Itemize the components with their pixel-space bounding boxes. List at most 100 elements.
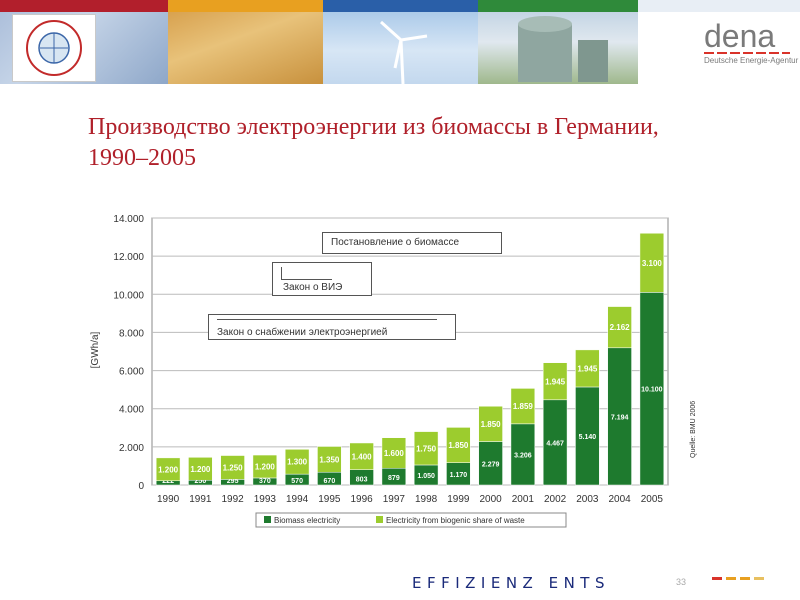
annotation-renewable-energy-act: Закон о ВИЭ [272, 262, 372, 296]
data-label: 1.350 [319, 455, 340, 464]
data-label: 1.850 [481, 420, 502, 429]
x-tick-label: 1993 [254, 494, 277, 505]
data-label: 1.300 [287, 458, 308, 467]
x-tick-label: 2001 [512, 494, 535, 505]
data-label: 1.200 [255, 463, 276, 472]
bar-waste [252, 454, 278, 479]
x-tick-label: 1999 [447, 494, 470, 505]
brand-name: dena [704, 18, 776, 54]
y-tick-label: 12.000 [113, 252, 144, 263]
data-label: 1.250 [223, 463, 244, 472]
x-tick-label: 1996 [351, 494, 374, 505]
banner-image-fields [168, 0, 323, 84]
x-tick-label: 2003 [576, 494, 599, 505]
bar-waste [220, 455, 245, 480]
x-tick-label: 2002 [544, 494, 567, 505]
y-tick-label: 4.000 [119, 405, 144, 416]
y-tick-label: 0 [138, 481, 144, 492]
globe-icon [26, 20, 82, 76]
data-label: 4.467 [546, 440, 564, 447]
x-tick-label: 1998 [415, 494, 438, 505]
bar-waste [317, 446, 342, 473]
data-label: 570 [291, 478, 303, 485]
data-label: 5.140 [579, 434, 597, 441]
data-label: 1.945 [545, 377, 566, 386]
data-label: 250 [195, 478, 207, 485]
x-tick-label: 1992 [222, 494, 245, 505]
bar-waste [639, 233, 665, 293]
legend-box [255, 512, 567, 528]
header-banner: dena Deutsche Energie-Agentur [0, 0, 800, 84]
banner-image-biogas [478, 0, 638, 84]
data-label: 1.200 [190, 465, 211, 474]
brand-subtitle: Deutsche Energie-Agentur [704, 56, 799, 65]
bar-waste [575, 349, 600, 388]
data-label: 2.162 [610, 323, 631, 332]
bar-waste [349, 442, 374, 470]
x-tick-label: 1997 [383, 494, 406, 505]
data-label: 879 [388, 475, 400, 482]
bar-waste [510, 388, 536, 425]
bar-waste [607, 306, 632, 349]
data-label: 10.100 [641, 387, 663, 394]
bar-waste [284, 449, 310, 475]
banner-image-wind [323, 0, 478, 84]
bar-waste [381, 437, 407, 469]
footer-dash-orange [726, 577, 736, 580]
data-label: 803 [356, 477, 368, 484]
y-tick-label: 8.000 [119, 328, 144, 339]
x-tick-label: 2005 [641, 494, 664, 505]
color-bar-red [0, 0, 168, 12]
data-label: 295 [227, 478, 239, 485]
color-bar-blue [323, 0, 478, 12]
data-label: 670 [324, 478, 336, 485]
bar-waste [478, 406, 503, 442]
bar-waste [542, 362, 568, 401]
dena-logo: dena Deutsche Energie-Agentur [638, 12, 800, 84]
data-label: 222 [162, 478, 174, 485]
source-note: Quelle: BMU 2006 [690, 400, 697, 458]
y-tick-label: 2.000 [119, 443, 144, 454]
data-label: 1.750 [416, 444, 437, 453]
bar-waste [413, 431, 439, 466]
page-title: Производство электроэнергии из биомассы … [88, 114, 659, 171]
legend-label: Electricity from biogenic share of waste [386, 516, 525, 525]
x-tick-label: 2004 [609, 494, 632, 505]
data-label: 1.859 [513, 402, 534, 411]
x-tick-label: 1991 [189, 494, 212, 505]
x-tick-label: 2000 [480, 494, 503, 505]
data-label: 1.600 [384, 449, 405, 458]
data-label: 1.050 [417, 473, 435, 480]
annotation-biomass-ordinance: Постановление о биомассе [322, 232, 502, 254]
footer-dash-yellow [754, 577, 764, 580]
data-label: 1.400 [352, 452, 373, 461]
y-axis-label: [GWh/a] [90, 331, 101, 368]
wind-turbine-icon [379, 20, 428, 84]
legend-label: Biomass electricity [274, 516, 340, 525]
brand-dashes [704, 52, 790, 54]
footer-text: EFFIZIENZ ENTS [412, 574, 610, 592]
legend-swatch [264, 516, 271, 523]
data-label: 2.279 [482, 461, 500, 468]
data-label: 3.100 [642, 259, 663, 268]
stacked-bar-chart: 222 1.200 250 1.200 295 1.250 370 1.200 570 1.300… [90, 214, 669, 528]
data-label: 1.170 [450, 472, 468, 479]
annotation-electricity-feed-act: Закон о снабжении электроэнергией [208, 314, 456, 340]
renewables-logo [12, 14, 96, 82]
bar-waste [188, 457, 213, 481]
bar-waste [155, 457, 181, 482]
color-bar-orange [168, 0, 323, 12]
y-tick-label: 14.000 [113, 214, 144, 225]
x-tick-label: 1990 [157, 494, 180, 505]
color-bar-green [478, 0, 638, 12]
bar-waste [446, 427, 471, 463]
data-label: 7.194 [611, 414, 629, 421]
y-tick-label: 10.000 [113, 290, 144, 301]
footer-dash-red [712, 577, 722, 580]
data-label: 370 [259, 478, 271, 485]
data-label: 3.206 [514, 452, 532, 459]
y-tick-label: 6.000 [119, 367, 144, 378]
data-label: 1.200 [158, 465, 179, 474]
data-label: 1.850 [448, 441, 469, 450]
legend-swatch [376, 516, 383, 523]
